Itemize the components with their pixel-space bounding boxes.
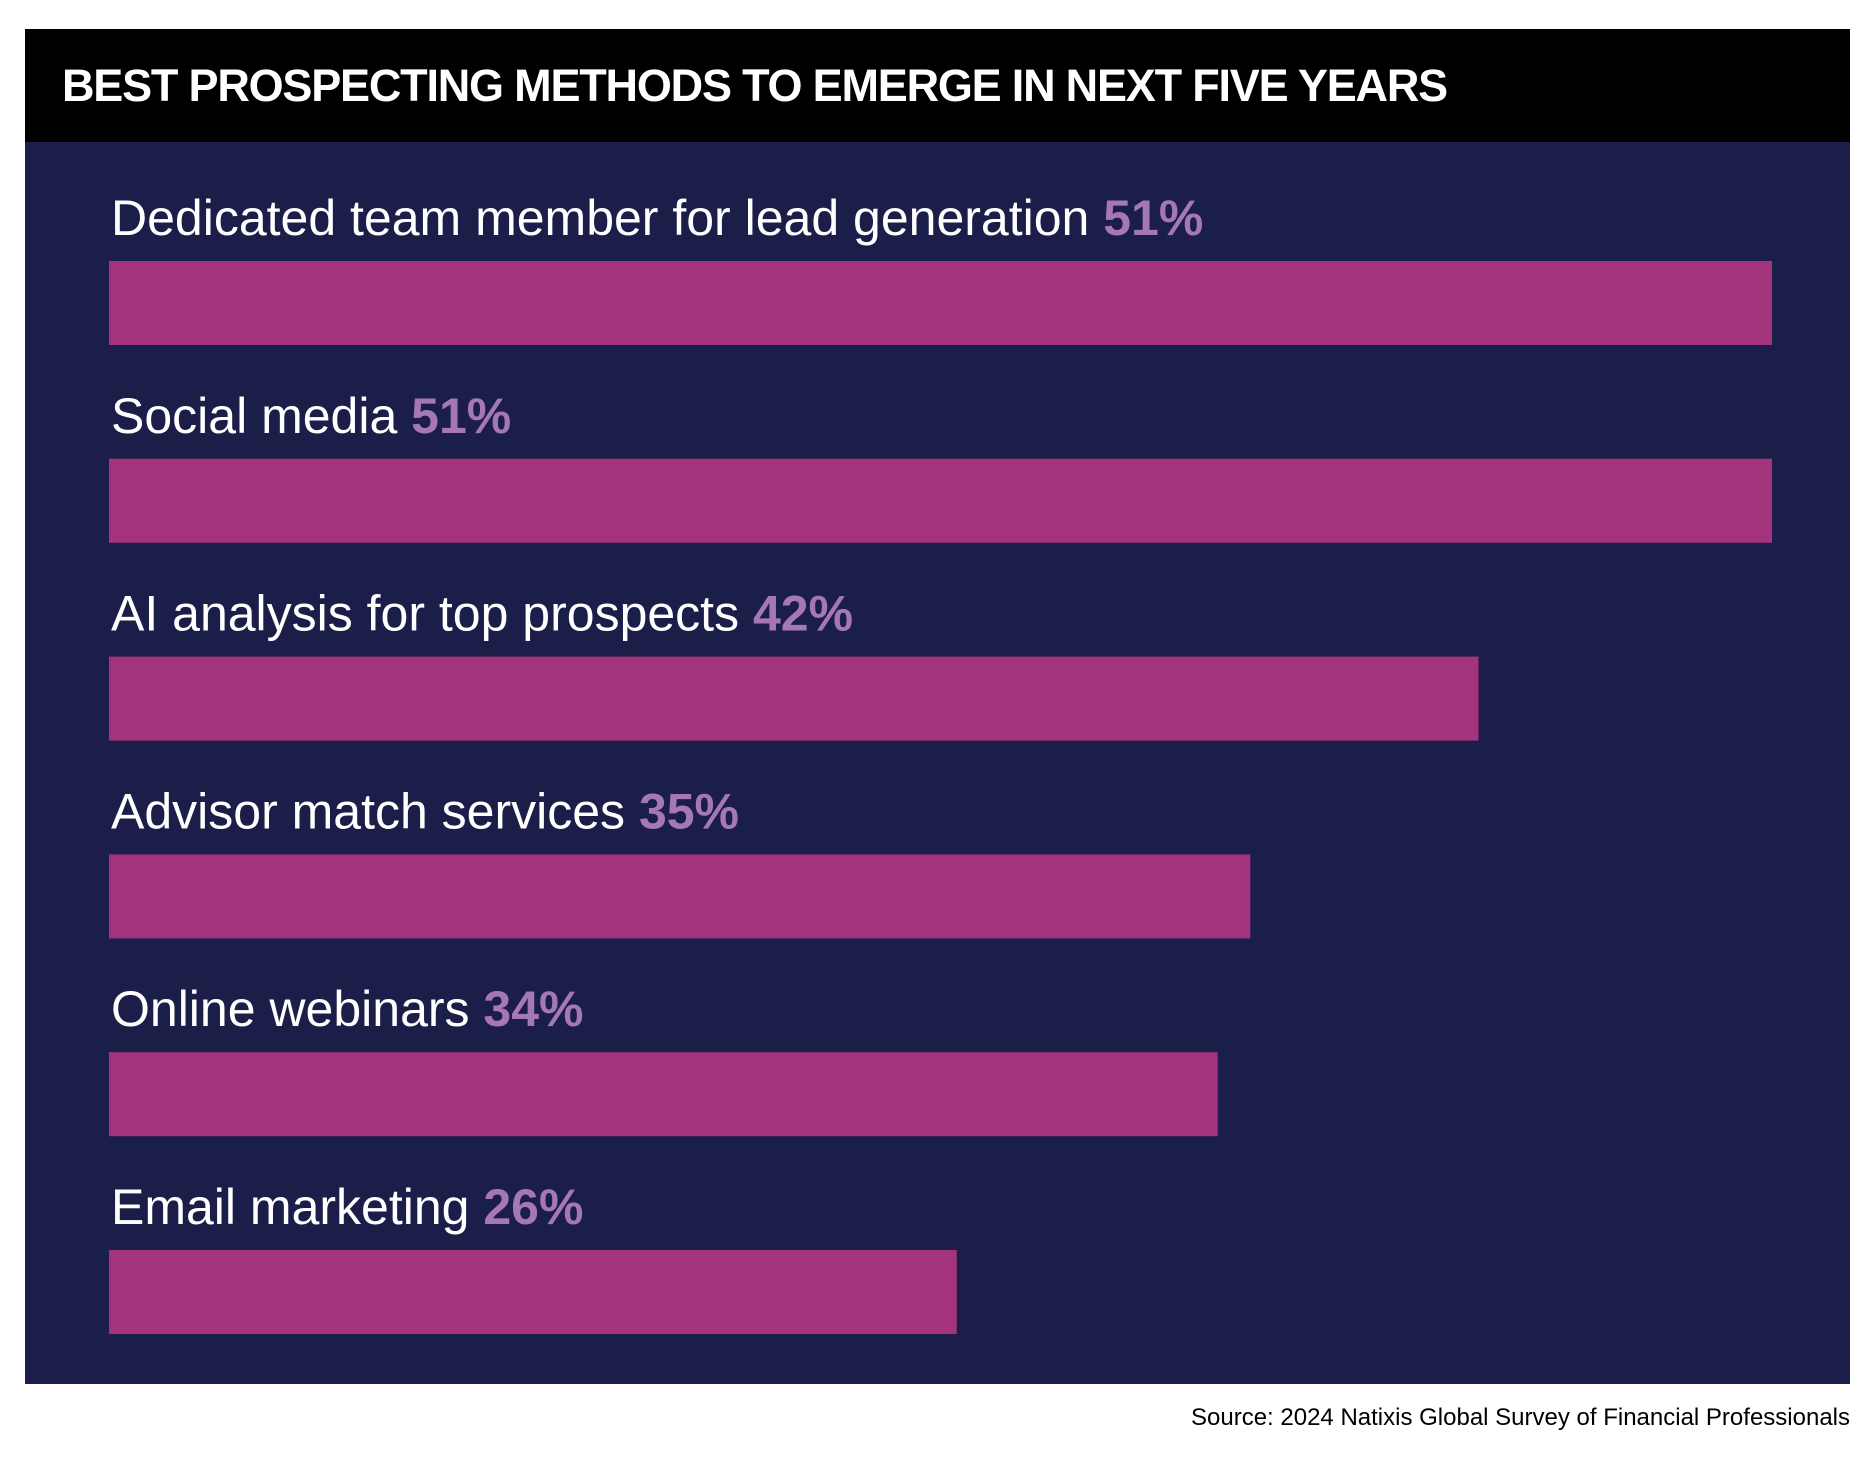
bar-label: AI analysis for top prospects 42%	[111, 586, 853, 642]
category-label: Email marketing	[111, 1179, 483, 1235]
bar	[109, 261, 1772, 345]
value-label: 51%	[411, 388, 511, 444]
title-bar: BEST PROSPECTING METHODS TO EMERGE IN NE…	[25, 29, 1850, 142]
bar	[109, 656, 1479, 741]
value-label: 34%	[483, 981, 583, 1037]
value-label: 26%	[483, 1179, 583, 1235]
source-note: Source: 2024 Natixis Global Survey of Fi…	[1191, 1404, 1850, 1431]
bar-chart: Dedicated team member for lead generatio…	[109, 190, 1772, 1334]
category-label: Online webinars	[111, 981, 483, 1037]
bar-label: Dedicated team member for lead generatio…	[111, 190, 1203, 246]
value-label: 42%	[753, 586, 853, 642]
bar	[109, 854, 1251, 939]
value-label: 35%	[639, 783, 739, 839]
bar-label: Email marketing 26%	[111, 1179, 583, 1235]
bar	[109, 1250, 957, 1334]
value-label: 51%	[1103, 190, 1203, 246]
chart-title: BEST PROSPECTING METHODS TO EMERGE IN NE…	[62, 60, 1448, 111]
bar-label: Social media 51%	[111, 388, 511, 444]
category-label: Advisor match services	[111, 783, 639, 839]
chart-panel: Dedicated team member for lead generatio…	[25, 142, 1850, 1384]
bar	[109, 1052, 1218, 1137]
bar	[109, 458, 1772, 543]
bar-label: Advisor match services 35%	[111, 783, 739, 839]
category-label: Dedicated team member for lead generatio…	[111, 190, 1103, 246]
category-label: Social media	[111, 388, 411, 444]
bar-label: Online webinars 34%	[111, 981, 584, 1037]
category-label: AI analysis for top prospects	[111, 586, 753, 642]
